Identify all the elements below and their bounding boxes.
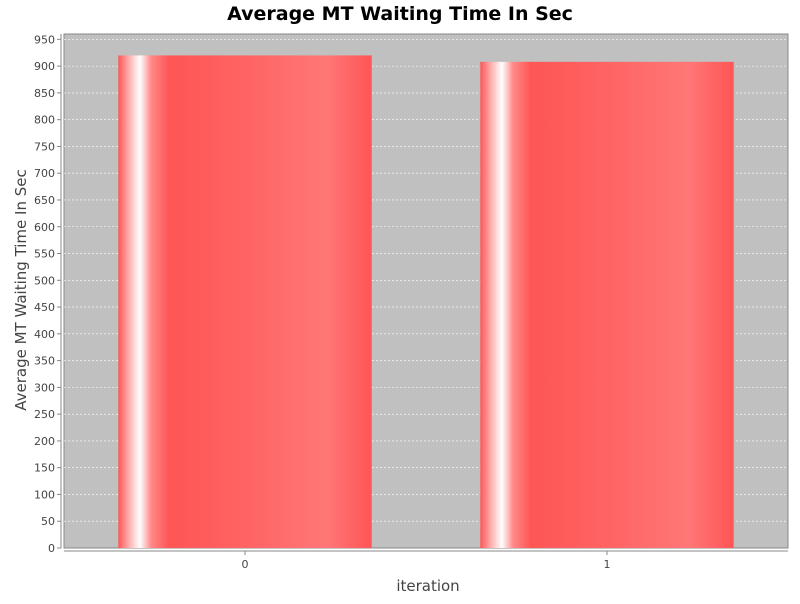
x-axis-label: iteration xyxy=(396,577,459,595)
x-tick-label: 0 xyxy=(242,558,249,571)
y-tick-label: 950 xyxy=(34,33,55,46)
y-axis-label: Average MT Waiting Time In Sec xyxy=(12,169,30,411)
y-axis: 0 50 100 150 200 250 300 350 400 450 500 550 600 650 7… xyxy=(34,33,62,555)
y-tick-label: 800 xyxy=(34,114,55,127)
y-tick-label: 600 xyxy=(34,221,55,234)
bar xyxy=(118,55,372,549)
y-tick-label: 650 xyxy=(34,194,55,207)
x-tick-label: 1 xyxy=(604,558,611,571)
y-tick-label: 350 xyxy=(34,355,55,368)
y-tick-label: 550 xyxy=(34,248,55,261)
bar xyxy=(480,61,734,548)
y-tick-label: 50 xyxy=(41,515,55,528)
y-tick-label: 400 xyxy=(34,328,55,341)
chart-title: Average MT Waiting Time In Sec xyxy=(227,3,573,25)
y-tick-label: 200 xyxy=(34,435,55,448)
y-tick-label: 100 xyxy=(34,488,55,501)
y-tick-label: 750 xyxy=(34,140,55,153)
y-tick-label: 500 xyxy=(34,274,55,287)
y-tick-label: 300 xyxy=(34,381,55,394)
y-tick-label: 150 xyxy=(34,462,55,475)
y-tick-label: 700 xyxy=(34,167,55,180)
y-tick-label: 450 xyxy=(34,301,55,314)
y-tick-label: 250 xyxy=(34,408,55,421)
y-tick-label: 900 xyxy=(34,60,55,73)
y-tick-label: 850 xyxy=(34,87,55,100)
y-tick-label: 0 xyxy=(48,542,55,555)
bars xyxy=(118,55,734,549)
